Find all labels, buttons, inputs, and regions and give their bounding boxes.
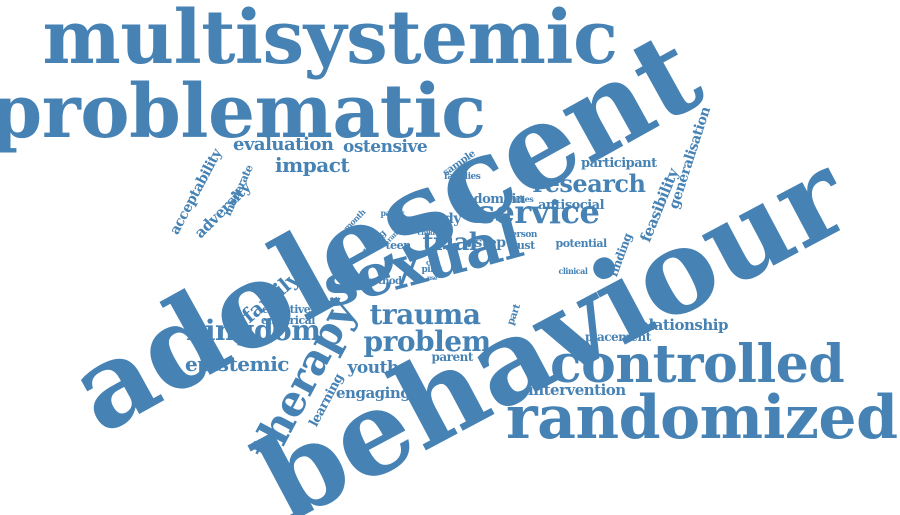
word-intervention: intervention <box>528 380 626 399</box>
word-step: step <box>474 235 507 251</box>
word-study: study <box>421 211 461 227</box>
word-problematic: problematic <box>0 69 486 155</box>
word-placement: placement <box>585 330 651 344</box>
word-method: method <box>362 276 402 287</box>
word-cue: cue <box>426 257 439 267</box>
word-controlled: controlled <box>550 334 845 395</box>
word-paper: paper <box>380 208 405 218</box>
word-use: use <box>427 275 438 282</box>
word-research: research <box>532 169 646 198</box>
word-domain: domain <box>473 191 526 207</box>
word-trust: trust <box>507 238 535 252</box>
word-epistemic: epistemic <box>185 352 289 376</box>
word-engaging: engaging <box>336 383 411 402</box>
word-participant: participant <box>581 155 657 171</box>
word-parent: parent <box>431 350 474 364</box>
word-antisocial: antisocial <box>538 197 605 213</box>
word-pilot: pilot <box>421 264 443 275</box>
word-child: child <box>417 227 436 237</box>
word-youth: youth <box>347 357 400 378</box>
word-evaluation: evaluation <box>233 134 334 155</box>
word-person: person <box>505 229 538 240</box>
word-trial: trial <box>422 227 479 256</box>
word-kingdom: kingdom <box>186 314 321 347</box>
word-randomized: randomized <box>506 383 898 453</box>
word-empirical: empirical <box>261 313 316 327</box>
word-impact: impact <box>275 153 350 177</box>
word-ostensive: ostensive <box>343 136 428 157</box>
word-studies: studies <box>504 194 534 204</box>
word-potential: potential <box>555 236 608 250</box>
word-trauma: trauma <box>369 298 481 331</box>
word-teen: teen <box>385 238 412 252</box>
word-service: service <box>477 193 600 231</box>
word-effective: effective <box>262 302 311 316</box>
word-clinical: clinical <box>558 266 588 276</box>
word-relationship: relationship <box>632 315 728 334</box>
word-multisystemic: multisystemic <box>42 0 619 81</box>
word-problem: problem <box>363 325 492 358</box>
word-families: families <box>444 171 481 182</box>
